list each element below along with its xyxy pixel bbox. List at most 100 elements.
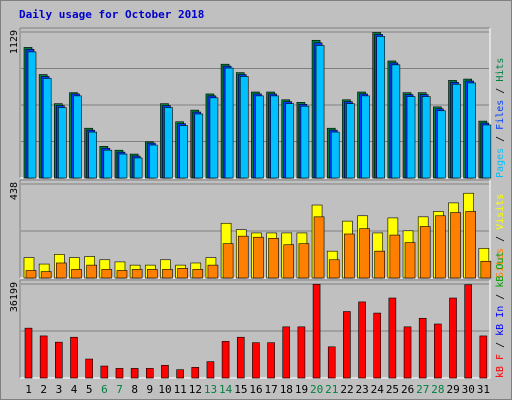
sites-bar <box>25 270 37 279</box>
pages-bar <box>361 95 370 179</box>
kb-f-bar <box>55 341 63 379</box>
sites-bar <box>283 244 295 279</box>
pages-bar <box>285 103 295 179</box>
x-tick-label: 19 <box>295 383 308 396</box>
kb-f-bar <box>85 358 93 379</box>
kb-f-bar <box>479 335 488 379</box>
series-label-part: kB F <box>495 354 506 378</box>
sites-bar <box>313 216 325 279</box>
kb-f-bar <box>449 297 457 379</box>
pages-bar <box>346 103 355 179</box>
sites-bar <box>192 269 204 279</box>
pages-bar <box>239 76 249 179</box>
kb-f-bar <box>24 327 33 379</box>
y-max-label: 438 <box>9 182 20 200</box>
sites-bar <box>222 243 234 279</box>
pages-bar <box>270 95 279 179</box>
sites-bar <box>465 211 476 279</box>
pages-bar <box>300 105 310 179</box>
x-tick-label: 22 <box>340 383 353 396</box>
kb-f-bar <box>312 283 321 379</box>
series-label-part: / <box>495 230 506 248</box>
kb-f-bar <box>191 367 200 379</box>
pages-bar <box>194 113 204 179</box>
x-tick-label: 10 <box>158 383 171 396</box>
pages-bar <box>42 78 52 179</box>
series-label-part: kB In <box>495 306 506 336</box>
series-label-part: / <box>495 288 506 306</box>
x-axis-day-labels: 1 2 3 4 5 6 7 8 9 10 11 12 13 14 15 16 17 18 19 20 21 22 23 24 2… <box>25 383 490 396</box>
series-label-part: Visits <box>495 194 506 230</box>
sites-bar <box>253 236 264 279</box>
y-axis-series-label: Sites / Visits <box>495 194 506 278</box>
y-axis-series-label: kB F / kB In / kB Out <box>495 252 506 378</box>
x-tick-label: 12 <box>189 383 202 396</box>
series-label-part: Pages <box>495 148 506 178</box>
x-tick-label: 13 <box>204 383 217 396</box>
sites-bar <box>177 268 188 279</box>
x-tick-label: 28 <box>431 383 444 396</box>
x-tick-label: 26 <box>401 383 414 396</box>
x-tick-label: 5 <box>86 383 93 396</box>
pages-bar <box>437 110 446 179</box>
x-tick-label: 4 <box>71 383 78 396</box>
pages-bar <box>73 95 82 179</box>
pages-bar <box>315 45 325 179</box>
x-tick-label: 14 <box>219 383 233 396</box>
kb-f-bar <box>39 335 48 379</box>
kb-f-bar <box>236 336 245 379</box>
series-label-part: Hits <box>495 58 506 82</box>
kb-f-bar <box>100 365 109 379</box>
pages-bar <box>224 67 234 179</box>
x-tick-label: 16 <box>249 383 262 396</box>
sites-bar <box>344 233 355 279</box>
pages-bar <box>27 51 37 179</box>
x-tick-label: 29 <box>446 383 459 396</box>
x-tick-label: 15 <box>234 383 247 396</box>
pages-bar <box>179 125 188 179</box>
x-tick-label: 20 <box>310 383 323 396</box>
kb-f-bar <box>373 312 382 379</box>
kb-f-bar <box>358 301 366 379</box>
kb-f-bar <box>161 364 169 379</box>
pages-bar <box>103 149 113 179</box>
kb-f-bar <box>176 369 184 379</box>
sites-bar <box>404 242 416 279</box>
sites-bar <box>162 269 173 279</box>
kb-f-bar <box>221 341 230 379</box>
kb-f-bar <box>297 326 306 379</box>
series-label-part: / <box>495 130 506 148</box>
kb-f-bar <box>145 368 154 379</box>
kb-f-bar <box>464 284 472 379</box>
kb-f-bar <box>70 336 78 379</box>
x-tick-label: 7 <box>116 383 123 396</box>
kb-f-bar <box>327 346 336 379</box>
x-tick-label: 1 <box>25 383 32 396</box>
sites-bar <box>435 215 446 279</box>
sites-bar <box>56 262 67 279</box>
pages-bar <box>452 83 461 179</box>
sites-bar <box>237 235 249 279</box>
panel-1: 1129 Pages / Files / Hits <box>9 27 506 179</box>
pages-bar <box>88 131 97 179</box>
sites-bar <box>298 243 310 279</box>
x-tick-label: 2 <box>40 383 47 396</box>
x-tick-label: 23 <box>356 383 369 396</box>
kb-f-bar <box>403 326 412 379</box>
pages-bar <box>391 64 401 179</box>
kb-f-bar <box>206 361 215 379</box>
x-tick-label: 11 <box>174 383 187 396</box>
x-tick-label: 3 <box>56 383 63 396</box>
sites-bar <box>374 250 386 279</box>
kb-f-bar <box>343 311 351 379</box>
sites-bar <box>268 237 279 279</box>
pages-bar <box>482 124 492 179</box>
series-label-part: / <box>495 82 506 100</box>
x-tick-label: 21 <box>325 383 338 396</box>
pages-bar <box>255 95 264 179</box>
pages-bar <box>376 36 386 179</box>
chart-panels: 1129 Pages / Files / Hits 438 Sites / Visit… <box>9 27 506 379</box>
x-tick-label: 25 <box>386 383 399 396</box>
